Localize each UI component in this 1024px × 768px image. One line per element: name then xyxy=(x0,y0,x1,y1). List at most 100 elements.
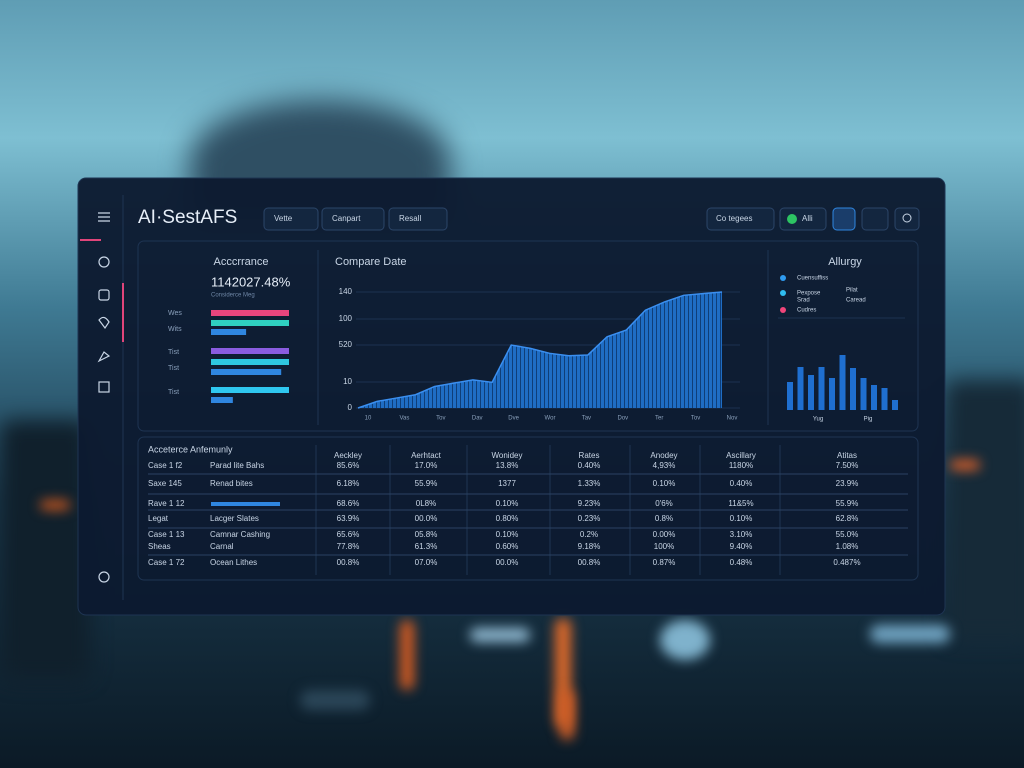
filter-label[interactable]: Resall xyxy=(399,214,421,223)
value-cell: 0.2% xyxy=(580,530,598,539)
x-tick-label: Ter xyxy=(655,416,663,422)
summary-bar xyxy=(211,329,247,335)
column-header: Rates xyxy=(579,451,600,460)
summary-title: Acccrrance xyxy=(213,256,268,268)
row-cell: Saxe 145 xyxy=(148,479,182,488)
search-icon xyxy=(902,213,912,223)
area-line xyxy=(357,291,723,409)
value-cell: 0.10% xyxy=(653,479,676,488)
value-cell: 9.40% xyxy=(730,542,753,551)
summary-bar xyxy=(211,387,289,393)
side-bar xyxy=(881,388,888,410)
column-header: Ascillary xyxy=(726,451,756,460)
status[interactable]: Alli xyxy=(802,214,813,223)
cell-bar xyxy=(211,502,280,506)
value-cell: 0.10% xyxy=(730,514,753,523)
legend-dot xyxy=(780,275,786,281)
x-tick-label: Tov xyxy=(436,416,445,422)
charts-panel xyxy=(137,240,919,432)
value-cell: 0.40% xyxy=(578,461,601,470)
value-cell: 55.9% xyxy=(836,499,859,508)
value-cell: 1.08% xyxy=(836,542,859,551)
value-cell: 6.18% xyxy=(337,479,360,488)
x-tick-label: Tav xyxy=(582,416,591,422)
legend-label: Pexpose xyxy=(797,291,821,297)
value-cell: 61.3% xyxy=(415,542,438,551)
y-tick-label: 10 xyxy=(343,377,352,386)
filter-label[interactable]: Canpart xyxy=(332,214,361,223)
side-bar xyxy=(829,378,835,410)
side-bar xyxy=(839,355,846,410)
x-tick-label: Wor xyxy=(545,416,556,422)
row-cell: Case 1 13 xyxy=(148,530,185,539)
filter-dropdown[interactable] xyxy=(321,207,385,231)
column-header: Wonidey xyxy=(492,451,523,460)
summary-bar xyxy=(211,310,289,316)
row-cell: Sheas xyxy=(148,542,171,551)
row-cell: Legat xyxy=(148,514,169,523)
search-button[interactable] xyxy=(894,207,920,231)
value-cell: 77.8% xyxy=(337,542,360,551)
value-cell: 4,93% xyxy=(653,461,676,470)
filter-label[interactable]: Vette xyxy=(274,214,293,223)
row-cell: Case 1 f2 xyxy=(148,461,183,470)
x-tick-label: Pig xyxy=(864,417,873,423)
side-bar xyxy=(850,368,856,410)
table-title: Acceterce Anfemunly xyxy=(148,444,233,454)
side-bar xyxy=(808,375,814,410)
row-label: Tist xyxy=(168,349,179,356)
user-button[interactable] xyxy=(861,207,889,231)
value-cell: 0.487% xyxy=(833,558,860,567)
x-tick-label: Yug xyxy=(813,417,823,423)
value-cell: 85.6% xyxy=(337,461,360,470)
sidebar-icons[interactable] xyxy=(97,212,111,583)
value-cell: 55.9% xyxy=(415,479,438,488)
value-cell: 0.60% xyxy=(496,542,519,551)
category-dropdown[interactable] xyxy=(706,207,775,231)
table-panel xyxy=(137,436,919,581)
value-cell: 62.8% xyxy=(836,514,859,523)
summary-bar xyxy=(211,397,233,403)
side-bar xyxy=(787,382,793,410)
value-cell: 65.6% xyxy=(337,530,360,539)
value-cell: 00.0% xyxy=(496,558,519,567)
value-cell: 9.23% xyxy=(578,499,601,508)
category-filter[interactable]: Co tegees xyxy=(716,214,752,223)
filter-dropdown[interactable] xyxy=(388,207,448,231)
filter-dropdown[interactable] xyxy=(263,207,319,231)
value-cell: 0.10% xyxy=(496,499,519,508)
value-cell: 00.8% xyxy=(337,558,360,567)
row-cell: Case 1 72 xyxy=(148,558,185,567)
x-tick-label: Dov xyxy=(617,416,628,422)
y-tick-label: 100 xyxy=(339,314,353,323)
row-cell: Carnal xyxy=(210,542,234,551)
value-cell: 68.6% xyxy=(337,499,360,508)
y-tick-label: 0 xyxy=(348,403,353,412)
value-cell: 55.0% xyxy=(836,530,859,539)
row-cell: Renad bites xyxy=(210,479,253,488)
side-bar xyxy=(797,367,804,410)
row-label: Wes xyxy=(168,310,182,317)
status-pill[interactable] xyxy=(779,207,827,231)
legend-note: Pilat xyxy=(846,288,858,294)
toggle-button[interactable] xyxy=(832,207,856,231)
side-bar xyxy=(818,367,825,410)
value-cell: 9.18% xyxy=(578,542,601,551)
value-cell: 17.0% xyxy=(415,461,438,470)
row-cell: Parad lite Bahs xyxy=(210,461,264,470)
app-title: AI·SestAFS xyxy=(138,207,237,228)
side-bar xyxy=(860,378,867,410)
legend-note: Caread xyxy=(846,298,866,304)
legend-label: Cudres xyxy=(797,308,816,314)
row-cell: Rave 1 12 xyxy=(148,499,185,508)
column-header: Anodey xyxy=(650,451,677,460)
value-cell: 0.87% xyxy=(653,558,676,567)
value-cell: 0.40% xyxy=(730,479,753,488)
value-cell: 0.00% xyxy=(653,530,676,539)
status-dot xyxy=(787,214,797,224)
row-cell: Lacger Slates xyxy=(210,514,259,523)
value-cell: 63.9% xyxy=(337,514,360,523)
value-cell: 0'6% xyxy=(655,499,673,508)
column-header: Aeckley xyxy=(334,451,362,460)
summary-bar xyxy=(211,348,289,354)
